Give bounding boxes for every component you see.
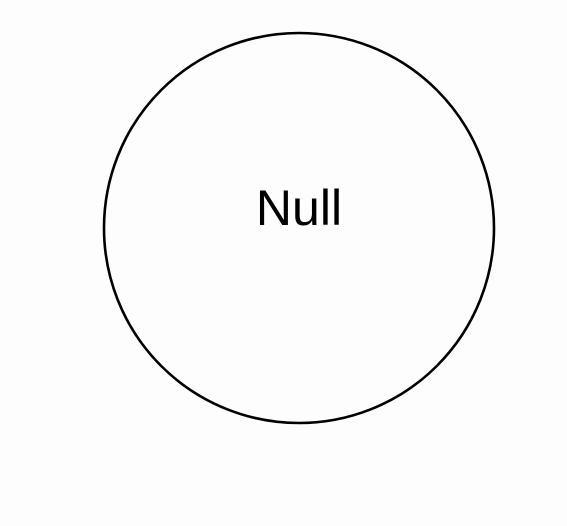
node-label: Null bbox=[256, 180, 342, 236]
node-circle bbox=[102, 31, 496, 425]
